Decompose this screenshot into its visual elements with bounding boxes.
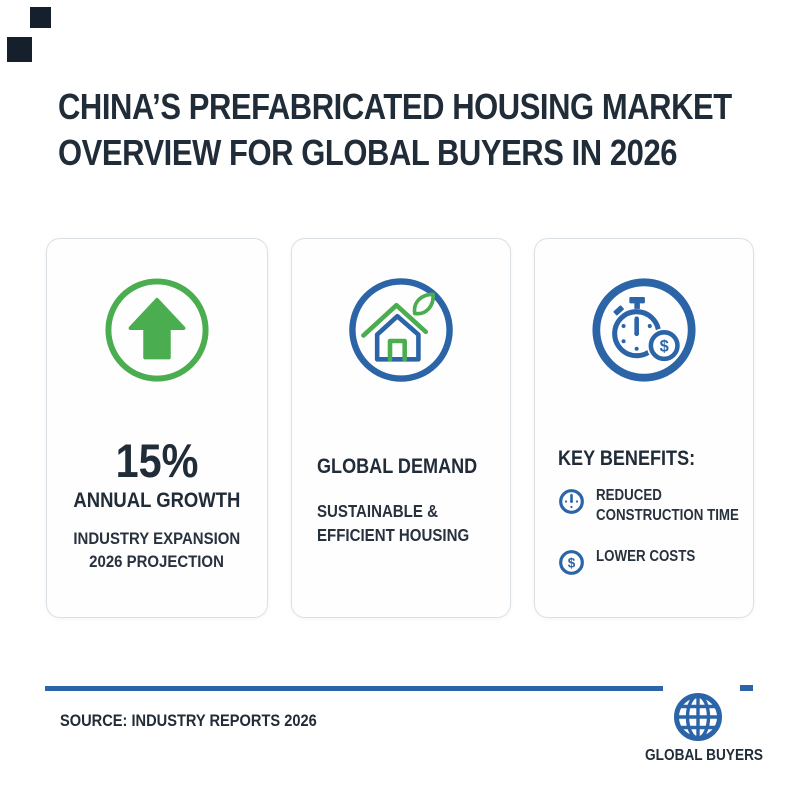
corner-square-large: [7, 37, 32, 62]
dollar-icon: $: [558, 549, 585, 576]
eco-house-icon: [346, 275, 456, 385]
benefit-row-construction-time: REDUCED CONSTRUCTION TIME: [558, 486, 762, 526]
footer-divider-dash: [740, 685, 753, 691]
page-title: CHINA’S PREFABRICATED HOUSING MARKET OVE…: [58, 84, 778, 176]
demand-heading: GLOBAL DEMAND: [317, 455, 478, 478]
benefits-heading: KEY BENEFITS:: [558, 447, 696, 470]
footer-divider-line: [45, 686, 663, 691]
growth-subtext: INDUSTRY EXPANSION 2026 PROJECTION: [73, 529, 241, 571]
card-annual-growth: 15% ANNUAL GROWTH INDUSTRY EXPANSION 202…: [46, 238, 268, 618]
benefit-label: REDUCED CONSTRUCTION TIME: [596, 487, 739, 524]
page-title-line1: CHINA’S PREFABRICATED HOUSING MARKET: [58, 86, 732, 127]
svg-text:$: $: [568, 556, 576, 571]
growth-heading: ANNUAL GROWTH: [73, 489, 241, 512]
growth-stat: 15%: [115, 434, 199, 487]
benefit-label: LOWER COSTS: [596, 548, 696, 565]
demand-subtext: SUSTAINABLE & EFFICIENT HOUSING: [317, 501, 470, 545]
benefit-row-lower-costs: $ LOWER COSTS: [558, 547, 711, 587]
growth-arrow-icon: [102, 275, 212, 385]
corner-square-small: [30, 7, 51, 28]
stopwatch-dollar-icon: $: [589, 275, 699, 385]
card-key-benefits: $ KEY BENEFITS: REDUCED CONSTRUCTION TIM…: [534, 238, 754, 618]
brand-name: GLOBAL BUYERS: [645, 747, 764, 764]
globe-icon: [671, 690, 725, 744]
clock-icon: [558, 488, 585, 515]
card-global-demand: GLOBAL DEMAND SUSTAINABLE & EFFICIENT HO…: [291, 238, 511, 618]
svg-text:$: $: [660, 338, 669, 356]
page-title-line2: OVERVIEW FOR GLOBAL BUYERS IN 2026: [58, 132, 678, 173]
source-text: SOURCE: INDUSTRY REPORTS 2026: [60, 711, 317, 730]
